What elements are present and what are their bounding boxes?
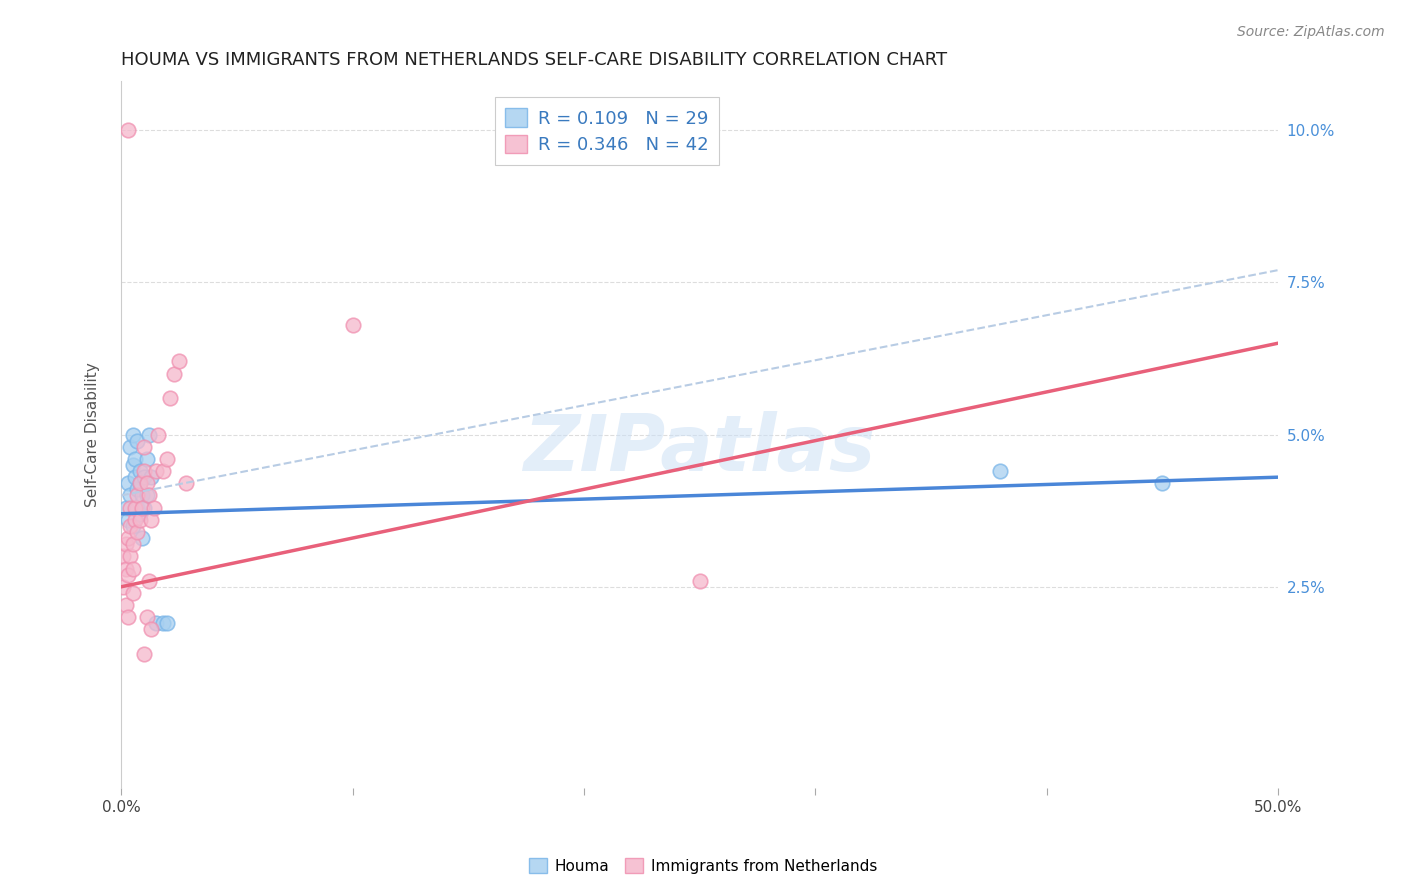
Point bbox=[117, 610, 139, 624]
Point bbox=[134, 464, 156, 478]
Point bbox=[120, 519, 142, 533]
Y-axis label: Self-Care Disability: Self-Care Disability bbox=[86, 362, 100, 507]
Point bbox=[128, 464, 150, 478]
Point bbox=[174, 476, 197, 491]
Point bbox=[141, 623, 163, 637]
Point bbox=[135, 476, 157, 491]
Point bbox=[124, 513, 146, 527]
Point bbox=[114, 500, 136, 515]
Legend: R = 0.109   N = 29, R = 0.346   N = 42: R = 0.109 N = 29, R = 0.346 N = 42 bbox=[495, 97, 720, 165]
Point bbox=[124, 470, 146, 484]
Text: HOUMA VS IMMIGRANTS FROM NETHERLANDS SELF-CARE DISABILITY CORRELATION CHART: HOUMA VS IMMIGRANTS FROM NETHERLANDS SEL… bbox=[121, 51, 948, 69]
Point bbox=[112, 580, 135, 594]
Point bbox=[156, 451, 179, 466]
Point bbox=[128, 513, 150, 527]
Point bbox=[131, 500, 153, 515]
Point bbox=[121, 519, 143, 533]
Point bbox=[156, 616, 179, 631]
Point bbox=[152, 616, 174, 631]
Point bbox=[120, 500, 142, 515]
Text: ZIPatlas: ZIPatlas bbox=[523, 410, 876, 487]
Point bbox=[121, 586, 143, 600]
Point bbox=[117, 567, 139, 582]
Point bbox=[120, 549, 142, 564]
Point bbox=[121, 458, 143, 472]
Point bbox=[159, 391, 181, 405]
Point bbox=[120, 488, 142, 502]
Point bbox=[135, 488, 157, 502]
Point bbox=[342, 318, 364, 332]
Point bbox=[131, 531, 153, 545]
Point bbox=[112, 549, 135, 564]
Point bbox=[127, 434, 149, 448]
Point bbox=[114, 598, 136, 612]
Point bbox=[138, 574, 160, 588]
Point bbox=[114, 561, 136, 575]
Point bbox=[114, 537, 136, 551]
Point bbox=[127, 524, 149, 539]
Point bbox=[127, 500, 149, 515]
Point bbox=[1152, 476, 1174, 491]
Point bbox=[145, 616, 167, 631]
Point bbox=[152, 464, 174, 478]
Point bbox=[117, 513, 139, 527]
Point bbox=[990, 464, 1012, 478]
Point bbox=[138, 427, 160, 442]
Point bbox=[138, 488, 160, 502]
Point bbox=[141, 513, 163, 527]
Point bbox=[134, 647, 156, 661]
Point bbox=[689, 574, 711, 588]
Point bbox=[131, 488, 153, 502]
Point bbox=[146, 427, 169, 442]
Point bbox=[121, 537, 143, 551]
Point bbox=[134, 440, 156, 454]
Point bbox=[145, 464, 167, 478]
Point bbox=[117, 123, 139, 137]
Point bbox=[142, 500, 165, 515]
Point bbox=[124, 451, 146, 466]
Point bbox=[128, 476, 150, 491]
Point bbox=[134, 470, 156, 484]
Point bbox=[121, 427, 143, 442]
Point bbox=[127, 488, 149, 502]
Point bbox=[128, 476, 150, 491]
Point bbox=[117, 531, 139, 545]
Point bbox=[120, 440, 142, 454]
Point bbox=[135, 610, 157, 624]
Point bbox=[121, 561, 143, 575]
Legend: Houma, Immigrants from Netherlands: Houma, Immigrants from Netherlands bbox=[523, 852, 883, 880]
Point bbox=[134, 500, 156, 515]
Point bbox=[135, 451, 157, 466]
Point bbox=[117, 476, 139, 491]
Point bbox=[167, 354, 190, 368]
Point bbox=[124, 500, 146, 515]
Point bbox=[141, 470, 163, 484]
Point bbox=[163, 367, 186, 381]
Text: Source: ZipAtlas.com: Source: ZipAtlas.com bbox=[1237, 25, 1385, 39]
Point bbox=[127, 483, 149, 497]
Point bbox=[128, 507, 150, 521]
